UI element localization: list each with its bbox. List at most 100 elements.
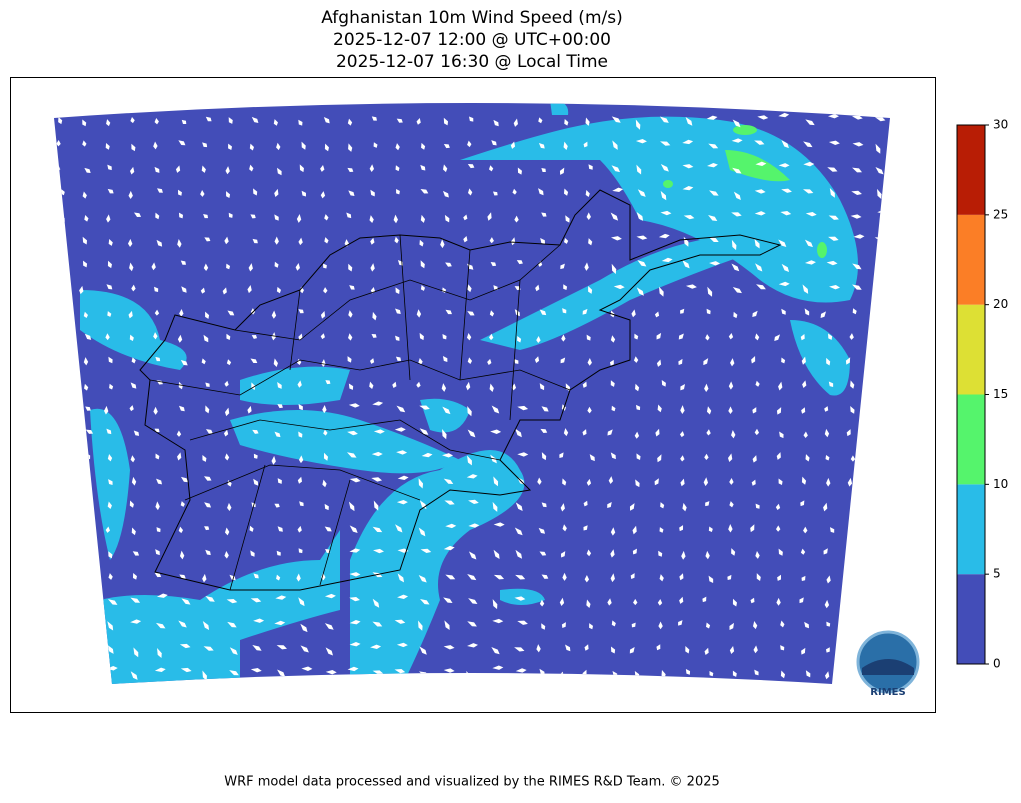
wind-arrow xyxy=(800,500,805,507)
wind-arrow xyxy=(874,476,879,483)
wind-arrow xyxy=(873,502,879,510)
wind-arrow xyxy=(249,143,254,151)
wind-arrow xyxy=(634,333,639,340)
wind-arrow xyxy=(200,287,206,294)
wind-arrow xyxy=(154,309,160,316)
wind-arrow xyxy=(275,595,287,600)
wind-arrow xyxy=(750,597,755,604)
wind-arrow xyxy=(611,165,621,173)
wind-arrow xyxy=(468,523,480,528)
wind-arrow xyxy=(584,262,589,271)
wind-arrow xyxy=(299,164,304,173)
wind-arrow xyxy=(229,647,238,655)
wind-arrow xyxy=(419,405,430,410)
wind-arrow xyxy=(685,645,690,654)
wind-arrow xyxy=(583,141,588,148)
wind-arrow xyxy=(514,215,519,223)
wind-arrow xyxy=(633,598,638,606)
wind-arrow xyxy=(800,333,805,341)
wind-arrow xyxy=(129,334,134,342)
wind-arrow xyxy=(704,453,709,460)
wind-arrow xyxy=(396,642,408,648)
wind-arrow xyxy=(419,332,424,341)
wind-arrow xyxy=(392,381,397,389)
wind-arrow xyxy=(60,548,66,554)
wind-arrow xyxy=(657,598,663,606)
wind-arrow xyxy=(468,499,479,505)
wind-arrow xyxy=(851,115,863,120)
wind-arrow xyxy=(873,431,878,440)
wind-arrow xyxy=(274,236,279,245)
wind-arrow xyxy=(153,141,158,150)
wind-arrow xyxy=(801,647,806,655)
wind-arrow xyxy=(300,645,309,653)
wind-arrow xyxy=(420,598,430,605)
wind-arrow xyxy=(660,164,669,172)
wind-arrow xyxy=(348,263,353,272)
wind-arrow xyxy=(394,427,406,432)
wind-arrow xyxy=(372,311,377,321)
wind-arrow xyxy=(610,335,616,343)
wind-arrow xyxy=(490,429,502,434)
wind-arrow xyxy=(754,189,766,194)
wind-arrow xyxy=(703,477,709,487)
wind-arrow xyxy=(60,238,65,245)
wind-arrow xyxy=(57,477,63,486)
wind-arrow xyxy=(347,118,353,126)
wind-arrow xyxy=(656,359,662,367)
wind-arrow xyxy=(778,112,790,118)
wind-arrow xyxy=(706,429,711,436)
wind-arrow xyxy=(517,405,529,411)
wind-arrow xyxy=(873,550,878,557)
wind-arrow xyxy=(514,359,519,364)
wind-arrow xyxy=(369,164,375,173)
country-border xyxy=(139,189,782,591)
wind-arrow xyxy=(468,551,477,560)
colorbar-tick-label: 5 xyxy=(993,567,1001,581)
wind-arrow xyxy=(349,619,361,625)
wind-arrow xyxy=(397,475,409,481)
colorbar-tick-label: 20 xyxy=(993,297,1008,311)
wind-arrow xyxy=(607,502,612,508)
wind-arrow xyxy=(541,167,546,173)
wind-arrow xyxy=(227,621,237,628)
wind-arrow xyxy=(248,263,253,272)
wind-arrow xyxy=(680,478,685,487)
wind-arrow xyxy=(373,548,384,554)
wind-arrow xyxy=(58,309,63,316)
wind-arrow xyxy=(732,598,737,607)
wind-arrow xyxy=(611,620,616,627)
wind-arrow xyxy=(324,623,334,630)
wind-arrow xyxy=(707,286,713,297)
wind-arrow xyxy=(131,476,137,486)
wind-arrow xyxy=(395,356,402,361)
wind-arrow xyxy=(84,383,89,391)
wind-arrow xyxy=(849,333,854,340)
wind-arrow xyxy=(539,551,547,556)
wind-arrow xyxy=(826,260,838,266)
wind-arrow xyxy=(541,574,549,579)
wind-arrow xyxy=(372,401,384,406)
wind-arrow xyxy=(729,622,734,630)
wind-arrow xyxy=(348,143,353,152)
colorbar-tick-label: 15 xyxy=(993,387,1008,401)
wind-arrow xyxy=(612,140,618,150)
wind-arrow xyxy=(82,260,88,268)
wind-arrow xyxy=(877,308,882,314)
wind-arrow xyxy=(679,596,684,604)
wind-arrow xyxy=(466,332,472,341)
wind-arrow xyxy=(541,502,547,508)
wind-arrow xyxy=(511,383,517,391)
wind-arrow xyxy=(685,117,693,126)
wind-arrow xyxy=(418,478,424,489)
wind-arrow xyxy=(394,619,406,624)
wind-arrow xyxy=(153,406,158,415)
wind-arrow xyxy=(397,594,409,599)
wind-arrow xyxy=(201,165,206,173)
wind-arrow xyxy=(582,381,587,388)
wind-arrow xyxy=(704,647,709,655)
wind-arrow xyxy=(636,235,648,240)
wind-arrow xyxy=(536,644,541,653)
wind-arrow xyxy=(372,670,384,675)
wind-arrow xyxy=(371,477,383,482)
